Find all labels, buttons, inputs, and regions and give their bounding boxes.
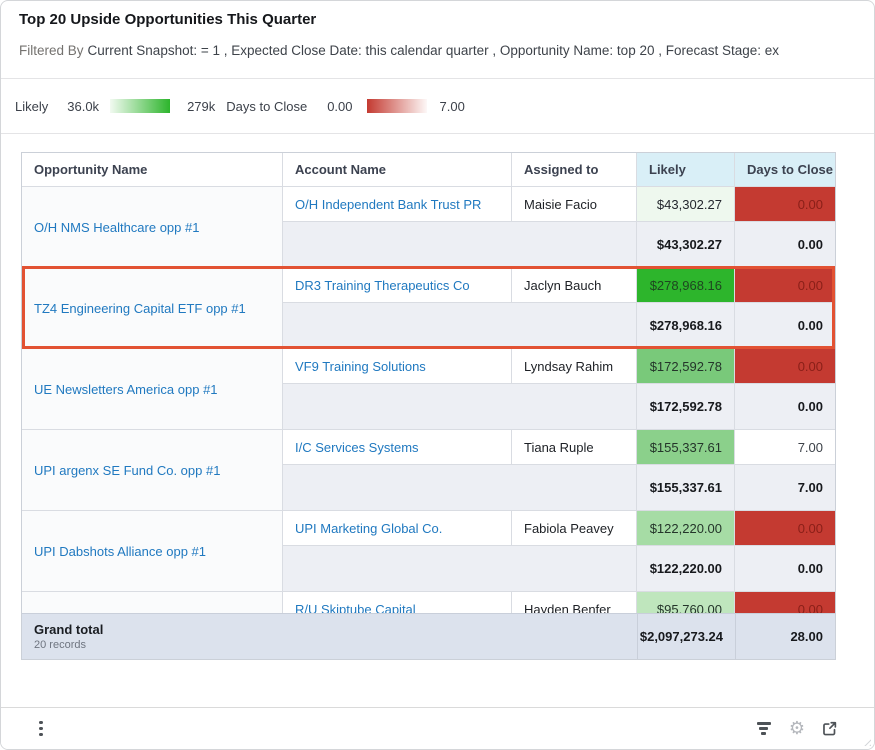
likely-cell[interactable]: $278,968.16 (637, 268, 735, 303)
subtotal-spacer-cell (283, 546, 637, 591)
opportunity-cell[interactable]: TZ4 Engineering Capital ETF opp #1 (22, 268, 283, 348)
days-to-close-cell[interactable]: 0.00 (735, 592, 835, 613)
days-to-close-cell[interactable]: 0.00 (735, 187, 835, 222)
subtotal-likely-cell: $172,592.78 (637, 384, 735, 429)
days-gradient-bar (366, 99, 427, 113)
table-header-row: Opportunity Name Account Name Assigned t… (22, 153, 835, 187)
likely-cell[interactable]: $122,220.00 (637, 511, 735, 546)
subtotal-spacer-cell (283, 303, 637, 348)
subtotal-days-cell: 0.00 (735, 384, 835, 429)
table-group-row: TZ4 Engineering Capital ETF opp #1 DR3 T… (22, 266, 835, 349)
column-header-days-to-close[interactable]: Days to Close (735, 153, 835, 186)
opportunity-link[interactable]: O/H NMS Healthcare opp #1 (34, 219, 200, 235)
opportunity-cell[interactable]: UE Newsletters America opp #1 (22, 349, 283, 429)
conditional-formatting-legend: Likely 36.0k 279k Days to Close 0.00 7.0… (1, 79, 874, 134)
account-cell[interactable]: UPI Marketing Global Co. (283, 511, 512, 546)
subtotal-spacer-cell (283, 465, 637, 510)
days-to-close-cell[interactable]: 0.00 (735, 268, 835, 303)
table-group-row: O/H NMS Healthcare opp #1 O/H Independen… (22, 187, 835, 268)
subtotal-spacer-cell (283, 384, 637, 429)
subtotal-spacer-cell (283, 222, 637, 267)
grand-total-likely: $2,097,273.24 (637, 614, 735, 659)
column-header-opportunity[interactable]: Opportunity Name (22, 153, 283, 186)
opportunity-link[interactable]: UPI Dabshots Alliance opp #1 (34, 543, 206, 559)
account-link[interactable]: VF9 Training Solutions (295, 358, 426, 374)
filter-bar: Filtered By Current Snapshot: = 1 , Expec… (19, 43, 856, 58)
page-title: Top 20 Upside Opportunities This Quarter (19, 11, 317, 28)
likely-cell[interactable]: $95,760.00 (637, 592, 735, 613)
grand-total-days: 28.00 (735, 614, 835, 659)
opportunity-link[interactable]: UE Newsletters America opp #1 (34, 381, 218, 397)
account-cell[interactable]: R/U Skiptube Capital (283, 592, 512, 613)
resize-handle[interactable] (861, 736, 871, 746)
column-header-account[interactable]: Account Name (283, 153, 512, 186)
column-header-assigned-to[interactable]: Assigned to (512, 153, 637, 186)
opportunity-cell[interactable]: O/H NMS Healthcare opp #1 (22, 187, 283, 267)
account-cell[interactable]: VF9 Training Solutions (283, 349, 512, 384)
assignee-cell[interactable]: Lyndsay Rahim (512, 349, 637, 384)
widget-header: Top 20 Upside Opportunities This Quarter… (1, 1, 874, 79)
filter-text: Current Snapshot: = 1 , Expected Close D… (87, 43, 780, 58)
account-link[interactable]: DR3 Training Therapeutics Co (295, 277, 470, 293)
record-count: 20 records (34, 639, 86, 651)
account-link[interactable]: I/C Services Systems (295, 439, 419, 455)
assignee-cell[interactable]: Jaclyn Bauch (512, 268, 637, 303)
account-link[interactable]: O/H Independent Bank Trust PR (295, 196, 482, 212)
legend-likely-label: Likely (15, 98, 49, 114)
legend-likely-min: 36.0k (67, 98, 100, 114)
settings-gear-icon[interactable]: ⚙ (788, 717, 805, 739)
days-to-close-cell[interactable]: 0.00 (735, 349, 835, 384)
assignee-cell[interactable]: Tiana Ruple (512, 430, 637, 465)
subtotal-days-cell: 0.00 (735, 303, 835, 348)
subtotal-likely-cell: $278,968.16 (637, 303, 735, 348)
assignee-cell[interactable]: Maisie Facio (512, 187, 637, 222)
legend-likely-max: 279k (187, 98, 216, 114)
table-group-row: UPI Dabshots Alliance opp #1 UPI Marketi… (22, 511, 835, 592)
table-body: O/H NMS Healthcare opp #1 O/H Independen… (22, 187, 835, 592)
subtotal-likely-cell: $155,337.61 (637, 465, 735, 510)
account-link[interactable]: R/U Skiptube Capital (295, 602, 416, 613)
subtotal-days-cell: 0.00 (735, 222, 835, 267)
clipped-row: R/U Skiptube Capital Hayden Benfer $95,7… (22, 592, 835, 613)
widget-toolbar: ⚙ (1, 707, 874, 749)
days-to-close-cell[interactable]: 7.00 (735, 430, 835, 465)
likely-cell[interactable]: $43,302.27 (637, 187, 735, 222)
opportunity-cell[interactable]: UPI argenx SE Fund Co. opp #1 (22, 430, 283, 510)
subtotal-days-cell: 7.00 (735, 465, 835, 510)
subtotal-likely-cell: $43,302.27 (637, 222, 735, 267)
likely-cell[interactable]: $172,592.78 (637, 349, 735, 384)
assignee-cell[interactable]: Fabiola Peavey (512, 511, 637, 546)
account-cell[interactable]: I/C Services Systems (283, 430, 512, 465)
report-table: Opportunity Name Account Name Assigned t… (21, 152, 836, 660)
legend-days-min: 0.00 (327, 98, 353, 114)
grand-total-label: Grand total (34, 622, 104, 637)
account-link[interactable]: UPI Marketing Global Co. (295, 520, 443, 536)
open-fullscreen-icon[interactable] (821, 720, 838, 737)
account-cell[interactable]: O/H Independent Bank Trust PR (283, 187, 512, 222)
opportunity-link[interactable]: UPI argenx SE Fund Co. opp #1 (34, 462, 221, 478)
table-group-row: UE Newsletters America opp #1 VF9 Traini… (22, 349, 835, 430)
likely-cell[interactable]: $155,337.61 (637, 430, 735, 465)
grand-total-row: Grand total 20 records $2,097,273.24 28.… (22, 613, 835, 659)
assignee-cell[interactable]: Hayden Benfer (512, 592, 637, 613)
opportunity-cell (22, 592, 283, 613)
view-filters-icon[interactable] (755, 720, 773, 737)
table-group-row: UPI argenx SE Fund Co. opp #1 I/C Servic… (22, 430, 835, 511)
account-cell[interactable]: DR3 Training Therapeutics Co (283, 268, 512, 303)
column-header-likely[interactable]: Likely (637, 153, 735, 186)
days-to-close-cell[interactable]: 0.00 (735, 511, 835, 546)
subtotal-likely-cell: $122,220.00 (637, 546, 735, 591)
more-actions-icon[interactable] (35, 717, 47, 741)
subtotal-days-cell: 0.00 (735, 546, 835, 591)
opportunity-link[interactable]: TZ4 Engineering Capital ETF opp #1 (34, 300, 246, 316)
opportunity-cell[interactable]: UPI Dabshots Alliance opp #1 (22, 511, 283, 591)
legend-days-max: 7.00 (439, 98, 465, 114)
likely-gradient-bar (110, 99, 171, 113)
legend-days-label: Days to Close (226, 98, 308, 114)
filter-prefix-label: Filtered By (19, 43, 84, 58)
